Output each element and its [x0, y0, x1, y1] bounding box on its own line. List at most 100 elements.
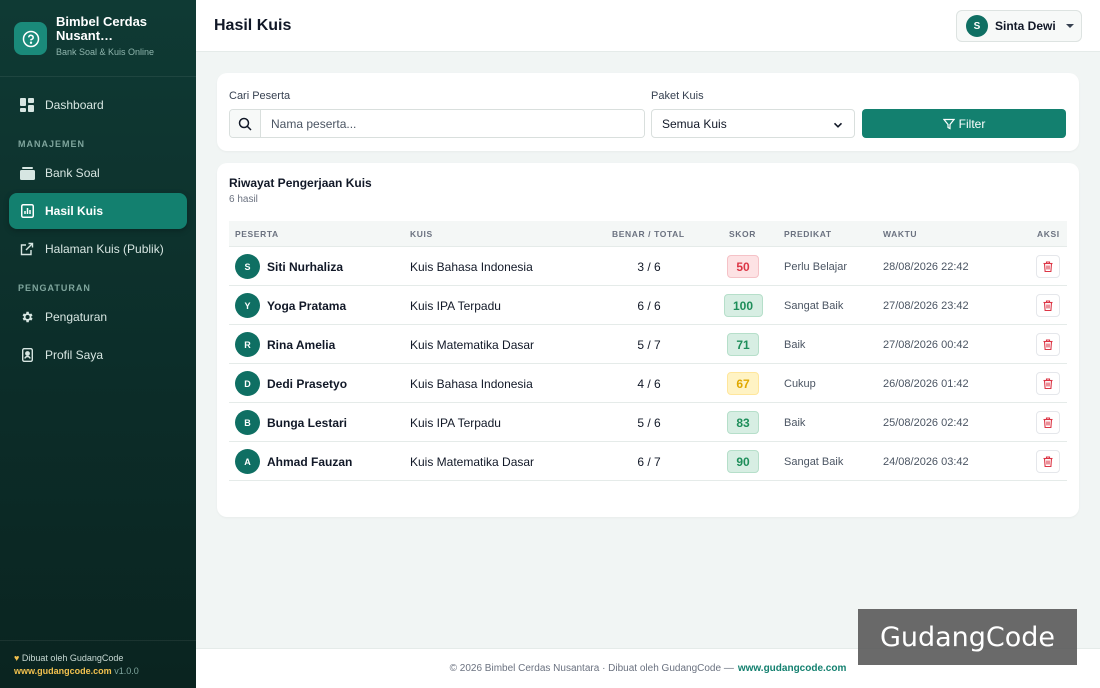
sidebar-item-bank-soal[interactable]: Bank Soal: [9, 155, 187, 191]
score-cell: 67: [727, 364, 759, 403]
column-header: AKSI: [1037, 229, 1060, 239]
participant-cell: B Bunga Lestari: [235, 403, 347, 442]
avatar: A: [235, 449, 260, 474]
score-cell: 100: [723, 286, 763, 325]
column-header: WAKTU: [883, 229, 918, 239]
brand-subtitle: Bank Soal & Kuis Online: [56, 47, 155, 57]
correct-total: 5 / 7: [637, 337, 661, 352]
delete-button[interactable]: [1036, 372, 1060, 395]
search-input[interactable]: [261, 110, 644, 137]
sidebar-footer: ♥ Dibuat oleh GudangCode www.gudangcode.…: [0, 640, 196, 688]
delete-button[interactable]: [1036, 450, 1060, 473]
package-label: Paket Kuis: [651, 90, 704, 102]
table-row: D Dedi Prasetyo Kuis Bahasa Indonesia 4 / 6…: [229, 364, 1067, 403]
sidebar-item-label: Dashboard: [45, 98, 104, 112]
correct-total: 4 / 6: [637, 376, 661, 391]
column-header: SKOR: [729, 229, 756, 239]
sidebar-item-hasil-kuis[interactable]: Hasil Kuis: [9, 193, 187, 229]
dashboard-icon: [19, 97, 35, 113]
participant-name: Siti Nurhaliza: [267, 259, 344, 274]
participant-cell: Y Yoga Pratama: [235, 286, 346, 325]
filter-icon: [942, 118, 955, 129]
results-card: Riwayat Pengerjaan Kuis 6 hasil PESERTA …: [217, 163, 1079, 517]
delete-button[interactable]: [1036, 255, 1060, 278]
delete-button[interactable]: [1036, 333, 1060, 356]
avatar: R: [235, 332, 260, 357]
column-header: KUIS: [410, 229, 433, 239]
score-badge: 90: [727, 450, 759, 473]
search-label: Cari Peserta: [229, 90, 291, 102]
chevron-down-icon: [833, 119, 843, 133]
results-count: 6 hasil: [229, 194, 258, 205]
timestamp: 26/08/2026 01:42: [883, 377, 969, 390]
footer-link[interactable]: www.gudangcode.com: [737, 663, 847, 674]
sidebar-item-label: Bank Soal: [45, 166, 100, 180]
search-group: [229, 109, 645, 138]
heart-icon: ♥: [14, 653, 20, 663]
delete-button[interactable]: [1036, 411, 1060, 434]
user-name: Sinta Dewi: [995, 19, 1056, 33]
package-select[interactable]: Semua Kuis: [651, 109, 855, 138]
sidebar-item-profil[interactable]: Profil Saya: [9, 337, 187, 373]
filter-card: Cari Peserta Paket Kuis Semua Kuis Filte…: [217, 73, 1079, 151]
quiz-name: Kuis Matematika Dasar: [410, 337, 535, 352]
correct-total: 6 / 6: [637, 298, 661, 313]
brand[interactable]: Bimbel Cerdas Nusant… Bank Soal & Kuis O…: [0, 0, 196, 77]
folder-icon: [19, 165, 35, 181]
quiz-name: Kuis Bahasa Indonesia: [410, 259, 533, 274]
sidebar: Bimbel Cerdas Nusant… Bank Soal & Kuis O…: [0, 0, 196, 688]
predicate: Perlu Belajar: [784, 260, 847, 273]
column-header: PESERTA: [235, 229, 279, 239]
sidebar-item-pengaturan[interactable]: Pengaturan: [9, 299, 187, 335]
column-header: BENAR / TOTAL: [612, 229, 685, 239]
footer-text: © 2026 Bimbel Cerdas Nusantara · Dibuat …: [449, 663, 734, 674]
table-row: S Siti Nurhaliza Kuis Bahasa Indonesia 3 / …: [229, 247, 1067, 286]
score-badge: 83: [727, 411, 759, 434]
filter-button[interactable]: Filter: [862, 109, 1066, 138]
participant-name: Rina Amelia: [267, 337, 336, 352]
score-badge: 100: [723, 294, 763, 317]
table-row: B Bunga Lestari Kuis IPA Terpadu 5 / 6 83 Bai…: [229, 403, 1067, 442]
action-cell: [1036, 403, 1060, 442]
participant-name: Dedi Prasetyo: [267, 376, 348, 391]
action-cell: [1036, 442, 1060, 481]
score-badge: 71: [727, 333, 759, 356]
correct-total: 5 / 6: [637, 415, 661, 430]
package-selected: Semua Kuis: [662, 116, 727, 131]
participant-cell: D Dedi Prasetyo: [235, 364, 347, 403]
predicate: Baik: [784, 416, 806, 429]
sidebar-item-halaman-kuis[interactable]: Halaman Kuis (Publik): [9, 231, 187, 267]
avatar: B: [235, 410, 260, 435]
score-badge: 50: [727, 255, 759, 278]
chart-icon: [19, 203, 35, 219]
user-menu-button[interactable]: S Sinta Dewi: [956, 10, 1082, 42]
brand-name: Bimbel Cerdas Nusant…: [56, 14, 148, 43]
predicate: Sangat Baik: [784, 455, 844, 468]
section-manajemen: MANAJEMEN: [18, 139, 86, 149]
table-header: PESERTA KUIS BENAR / TOTAL SKOR PREDIKAT…: [229, 221, 1067, 247]
predicate: Baik: [784, 338, 806, 351]
avatar: S: [235, 254, 260, 279]
predicate: Cukup: [784, 377, 816, 390]
predicate: Sangat Baik: [784, 299, 844, 312]
participant-name: Bunga Lestari: [267, 415, 348, 430]
timestamp: 27/08/2026 23:42: [883, 299, 969, 312]
gudangcode-link[interactable]: www.gudangcode.com: [14, 666, 112, 676]
participant-cell: A Ahmad Fauzan: [235, 442, 352, 481]
filter-button-label: Filter: [958, 116, 986, 131]
trash-icon: [1043, 300, 1053, 311]
score-cell: 50: [727, 247, 759, 286]
version-text: v1.0.0: [114, 666, 139, 676]
sidebar-item-label: Hasil Kuis: [45, 204, 104, 218]
sidebar-item-label: Pengaturan: [45, 310, 108, 324]
sidebar-item-dashboard[interactable]: Dashboard: [9, 87, 187, 123]
quiz-name: Kuis IPA Terpadu: [410, 415, 501, 430]
table-row: Y Yoga Pratama Kuis IPA Terpadu 6 / 6 100 San…: [229, 286, 1067, 325]
avatar: Y: [235, 293, 260, 318]
delete-button[interactable]: [1036, 294, 1060, 317]
trash-icon: [1043, 261, 1053, 272]
participant-cell: S Siti Nurhaliza: [235, 247, 343, 286]
search-icon: [230, 110, 261, 137]
timestamp: 24/08/2026 03:42: [883, 455, 969, 468]
score-cell: 71: [727, 325, 759, 364]
